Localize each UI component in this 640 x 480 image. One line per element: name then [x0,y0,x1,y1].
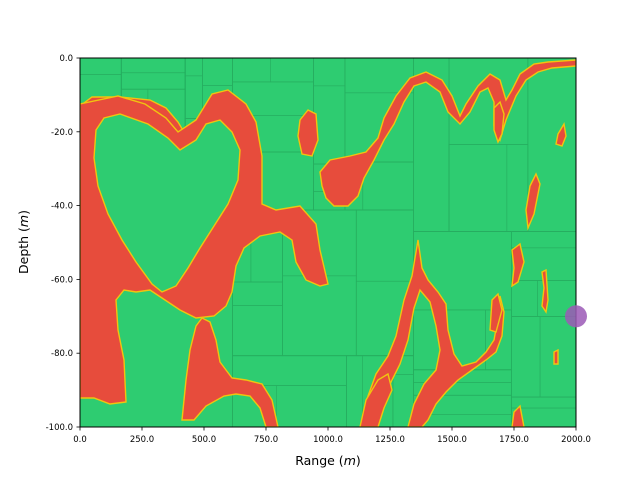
y-tick-label: -80.0 [51,349,73,359]
y-tick-label: -60.0 [51,275,73,285]
channel-small-3 [525,172,541,231]
channel-left-inner-green [93,113,241,293]
x-tick-label: 2000.0 [561,435,591,445]
x-tick-label: 1750.0 [499,435,529,445]
channel-small-1 [493,100,505,144]
channel-small-6 [489,292,503,333]
channel-bottom-right-arc [359,372,393,427]
x-tick-label: 1250.0 [375,435,405,445]
channel-small-4 [541,268,549,314]
x-axis: 0.0 250.0 500.0 750.0 1000.0 1250.0 1500.0 1750… [73,427,591,445]
y-axis: 0.0 -20.0 -40.0 -60.0 -80.0 -100.0 [46,54,80,433]
x-tick-label: 0.0 [73,435,87,445]
channel-small-2 [511,242,525,288]
y-axis-label: Depth (m) [16,210,31,274]
x-axis-label: Range (m) [295,453,361,468]
plot-area [80,58,576,427]
x-tick-label: 250.0 [130,435,154,445]
y-tick-label: -100.0 [46,423,73,433]
channel-central-ribbon [319,59,576,207]
x-tick-label: 500.0 [192,435,216,445]
x-tick-label: 750.0 [254,435,278,445]
y-tick-label: 0.0 [59,54,73,64]
channel-central-blob [297,109,319,157]
y-tick-label: -20.0 [51,128,73,138]
x-tick-label: 1000.0 [313,435,343,445]
x-tick-label: 1500.0 [437,435,467,445]
cell [510,407,576,427]
channel-small-8 [553,348,559,365]
channel-small-5 [555,122,567,147]
position-marker [565,305,587,328]
y-tick-label: -40.0 [51,202,73,212]
channel-regions [80,59,576,427]
channel-bottom-loop [181,317,279,427]
channel-small-7 [511,404,525,427]
